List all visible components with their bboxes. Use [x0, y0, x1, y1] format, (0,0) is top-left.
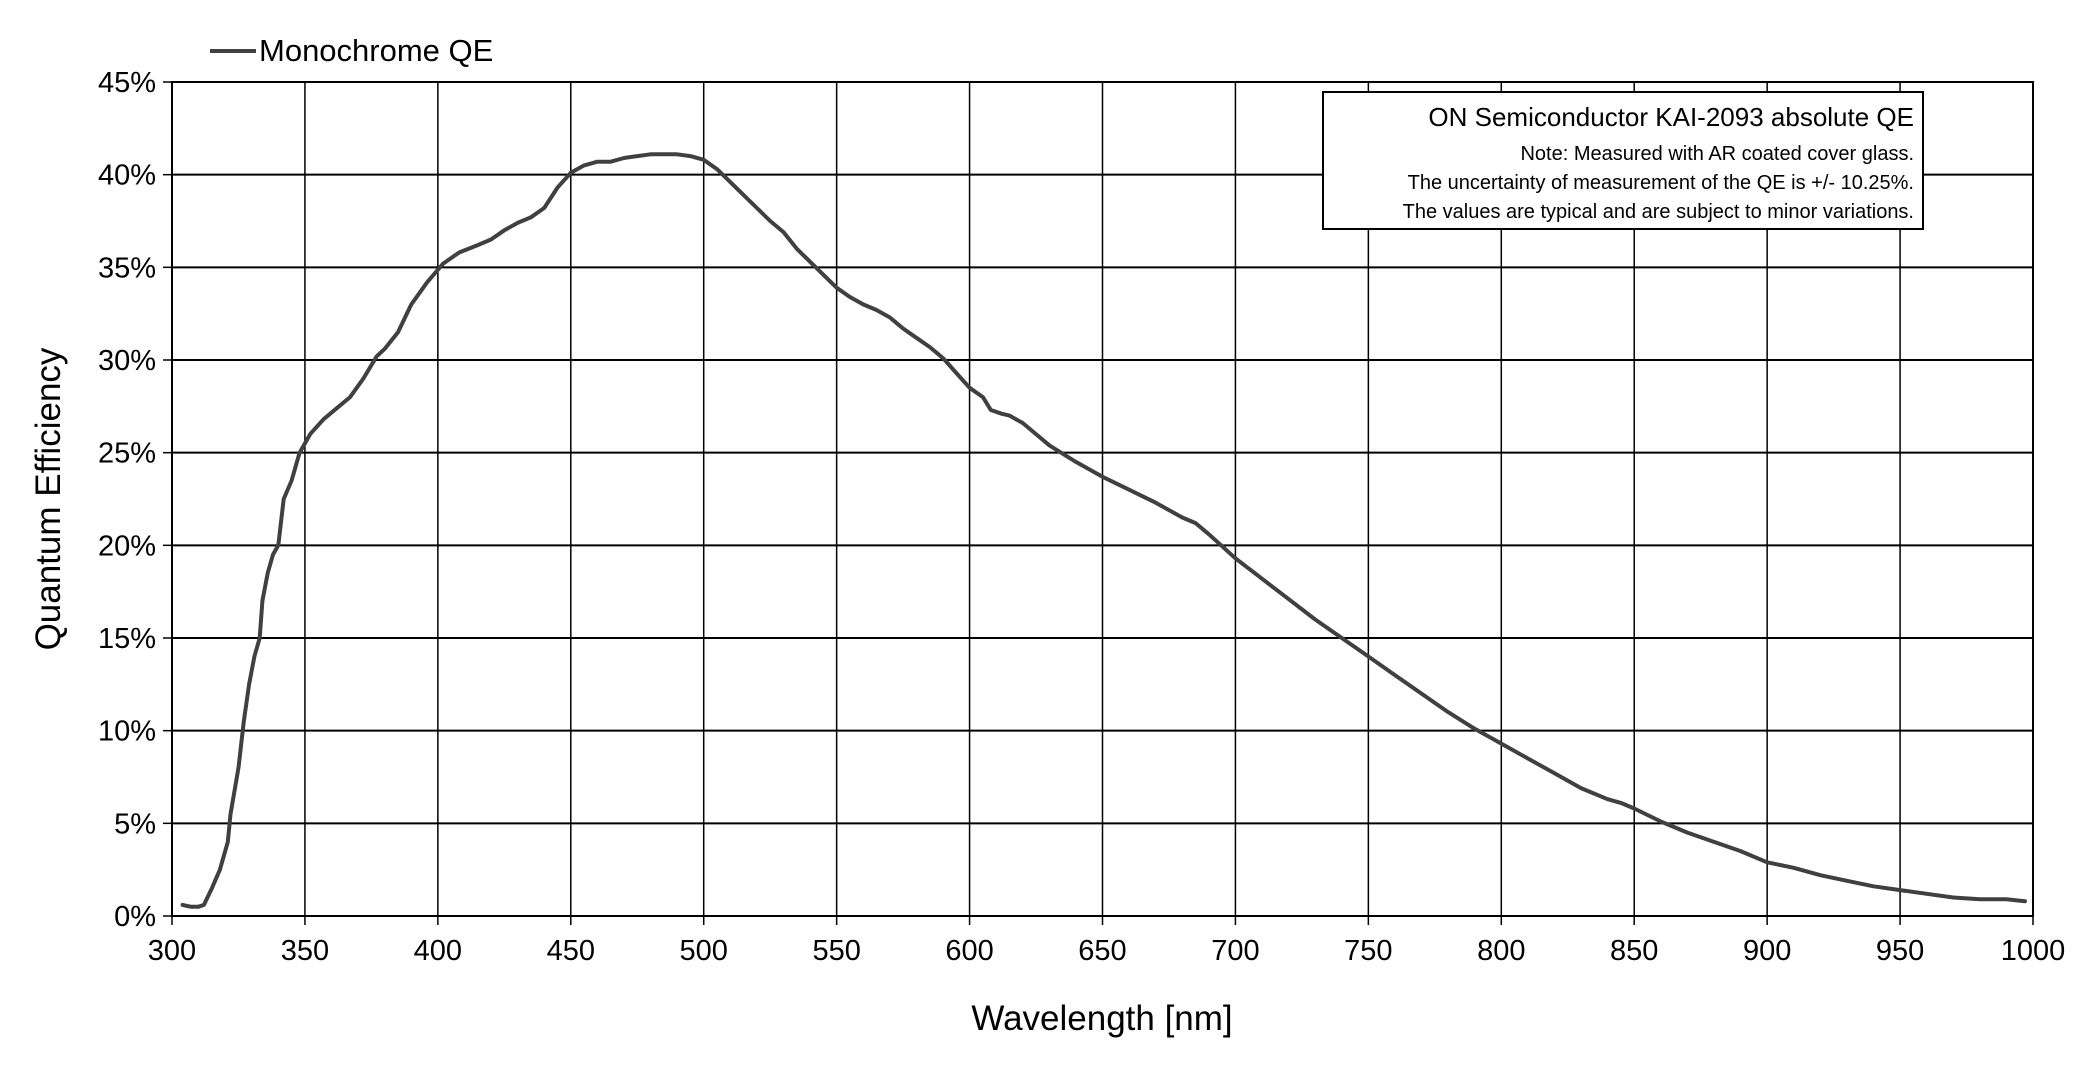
x-tick-label-0: 300 [148, 935, 196, 967]
x-tick-label-1: 350 [281, 935, 329, 967]
y-tick-label-8: 40% [98, 160, 156, 192]
y-axis-tick-labels: 0% 5% 10% 15% 20% 25% 30% 35% 40% 45% [98, 67, 172, 933]
x-tick-label-3: 450 [547, 935, 595, 967]
legend: Monochrome QE [210, 33, 493, 68]
annotation-box: ON Semiconductor KAI-2093 absolute QE No… [1322, 91, 1924, 230]
y-tick-label-5: 25% [98, 438, 156, 470]
x-tick-label-14: 1000 [2001, 935, 2066, 967]
x-tick-label-13: 950 [1876, 935, 1924, 967]
x-tick-label-7: 650 [1078, 935, 1126, 967]
annotation-line-2: The uncertainty of measurement of the QE… [1408, 172, 1914, 194]
annotation-line-1: Note: Measured with AR coated cover glas… [1520, 143, 1914, 165]
x-tick-label-10: 800 [1477, 935, 1525, 967]
series-line-0 [180, 152, 2027, 909]
annotation-line-3: The values are typical and are subject t… [1403, 201, 1914, 223]
y-tick-label-2: 10% [98, 716, 156, 748]
series-layer [180, 152, 2027, 909]
y-axis-title: Quantum Efficiency [29, 347, 68, 650]
x-tick-label-8: 700 [1211, 935, 1259, 967]
x-tick-label-11: 850 [1610, 935, 1658, 967]
y-tick-label-7: 35% [98, 252, 156, 284]
x-axis-tick-labels: 300 350 400 450 500 550 600 650 700 750 800 850 900 9… [148, 916, 2065, 967]
annotation-frame [1322, 91, 1924, 230]
y-tick-label-9: 45% [98, 67, 156, 99]
x-tick-label-9: 750 [1344, 935, 1392, 967]
legend-entry-monochrome-qe: Monochrome QE [259, 33, 493, 68]
x-tick-label-2: 400 [414, 935, 462, 967]
y-tick-label-4: 20% [98, 530, 156, 562]
x-tick-label-6: 600 [945, 935, 993, 967]
y-tick-label-3: 15% [98, 623, 156, 655]
x-tick-label-5: 550 [812, 935, 860, 967]
annotation-title: ON Semiconductor KAI-2093 absolute QE [1428, 102, 1914, 132]
y-tick-label-0: 0% [114, 901, 156, 933]
y-tick-label-6: 30% [98, 345, 156, 377]
x-tick-label-4: 500 [680, 935, 728, 967]
x-axis-title: Wavelength [nm] [971, 999, 1232, 1038]
x-tick-label-12: 900 [1743, 935, 1791, 967]
y-tick-label-1: 5% [114, 808, 156, 840]
